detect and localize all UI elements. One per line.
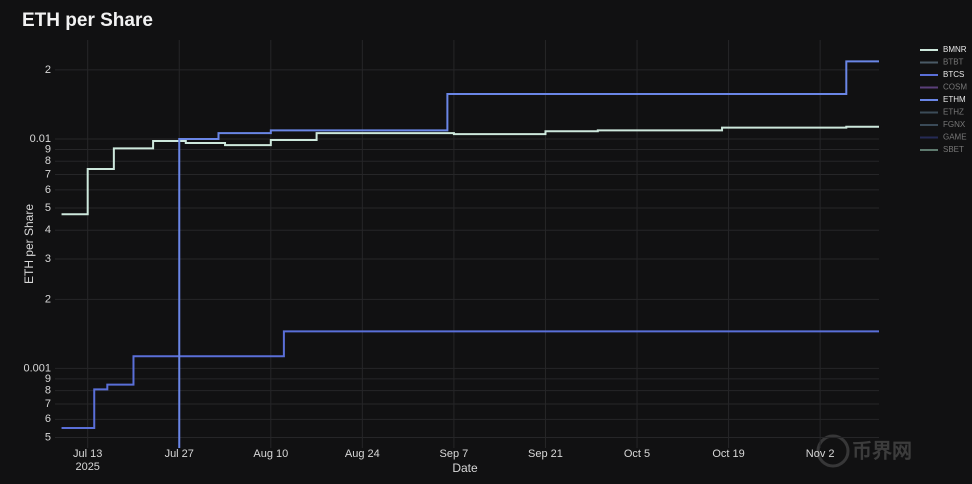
plot xyxy=(61,60,879,448)
legend-label: BMNR xyxy=(943,45,967,54)
x-tick-label: Sep 7 xyxy=(440,448,469,460)
series-line xyxy=(61,330,879,430)
legend-label: GAME xyxy=(943,133,967,142)
x-axis-label: Date xyxy=(452,461,478,475)
x-tick-label: Jul 27 xyxy=(165,448,194,460)
watermark-logo xyxy=(816,434,850,468)
y-tick-label: 6 xyxy=(45,184,51,196)
x-tick-label: Aug 24 xyxy=(345,448,380,460)
y-axis-label: ETH per Share xyxy=(22,204,36,284)
legend-label: SBET xyxy=(943,145,964,154)
y-tick-label: 5 xyxy=(45,431,51,443)
chart-title: ETH per Share xyxy=(22,10,153,31)
y-tick-label: 4 xyxy=(45,224,51,236)
y-tick-label: 2 xyxy=(45,64,51,76)
legend-label: ETHZ xyxy=(943,108,964,117)
watermark: 币界网 xyxy=(816,434,912,468)
x-tick-label: Nov 2 xyxy=(806,448,835,460)
legend-label: ETHM xyxy=(943,95,966,104)
y-tick-label: 6 xyxy=(45,413,51,425)
x-tick-label: Aug 10 xyxy=(253,448,288,460)
grid xyxy=(55,40,879,448)
y-tick-label: 8 xyxy=(45,385,51,397)
x-tick-label: Oct 5 xyxy=(624,448,650,460)
y-tick-label: 7 xyxy=(45,168,51,180)
x-tick-label: Oct 19 xyxy=(712,448,744,460)
y-tick-label: 0.001 xyxy=(23,362,51,374)
y-tick-label: 7 xyxy=(45,398,51,410)
legend-label: BTCS xyxy=(943,70,964,79)
watermark-text: 币界网 xyxy=(852,439,912,462)
y-tick-label: 2 xyxy=(45,293,51,305)
x-tick-label: Sep 21 xyxy=(528,448,563,460)
y-tick-label: 0.01 xyxy=(30,133,51,145)
y-tick-label: 5 xyxy=(45,202,51,214)
x-year-label: 2025 xyxy=(75,461,99,473)
legend-label: COSM xyxy=(943,83,967,92)
y-tick-label: 8 xyxy=(45,155,51,167)
y-tick-label: 3 xyxy=(45,253,51,265)
series-line xyxy=(61,125,879,216)
x-tick-label: Jul 13 xyxy=(73,448,102,460)
series-line xyxy=(178,60,879,448)
y-tick-label: 9 xyxy=(45,373,51,385)
legend-label: FGNX xyxy=(943,120,966,129)
legend-label: BTBT xyxy=(943,58,964,67)
y-tick-label: 9 xyxy=(45,143,51,155)
